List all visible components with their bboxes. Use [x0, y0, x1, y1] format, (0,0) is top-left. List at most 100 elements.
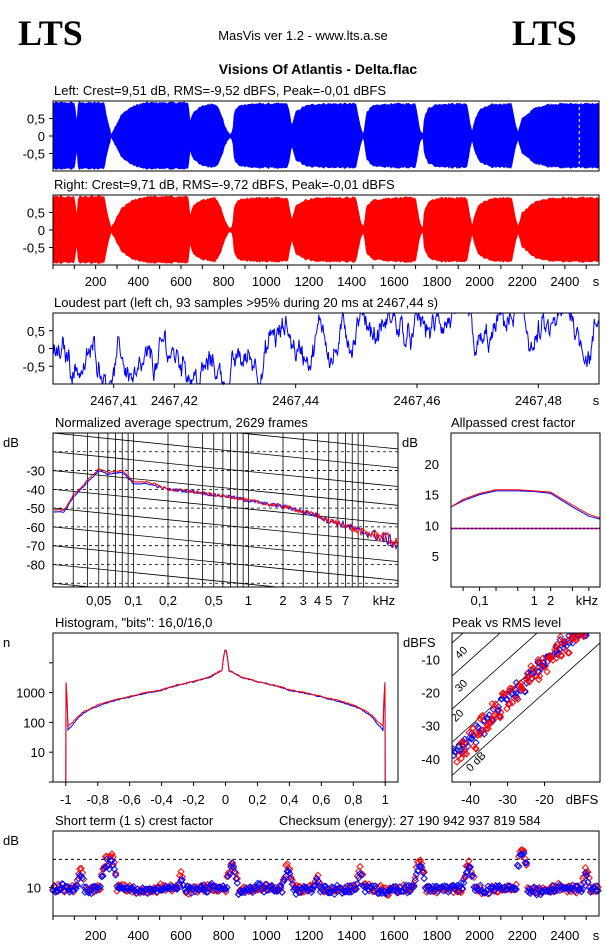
x-axis-label: dBFS: [566, 792, 599, 807]
scatter-point-left: [474, 723, 482, 731]
crest-point-left: [465, 863, 473, 871]
app-title: MasVis ver 1.2 - www.lts.a.se: [218, 28, 388, 43]
scatter-point-right: [551, 646, 559, 654]
spectrum-slope-line: [53, 507, 398, 544]
ytick-label: 0: [38, 342, 45, 357]
crest-point-right: [493, 888, 501, 896]
ytick-label: 0: [38, 223, 45, 238]
crest-point-left: [210, 882, 218, 890]
xtick-label: 0,6: [312, 792, 330, 807]
logo-right: LTS: [512, 13, 577, 53]
xtick-label: 5: [325, 593, 332, 608]
scatter-point-right: [525, 678, 534, 686]
crest-point-left: [241, 888, 249, 897]
crest-point-left: [106, 856, 115, 865]
ytick-label: 0: [38, 129, 45, 144]
crest-point-right: [356, 862, 364, 871]
scatter-point-right: [489, 715, 498, 723]
y-axis-label: dBFS: [403, 635, 436, 650]
plot-frame: [52, 632, 399, 783]
crest-point-left: [316, 888, 325, 896]
left-envelope: [52, 101, 600, 171]
scatter-point-right: [465, 729, 473, 737]
scatter-point-right: [491, 700, 500, 708]
crest-point-left: [397, 887, 405, 896]
crest-point-left: [310, 881, 318, 890]
scatter-point-right: [538, 663, 547, 672]
scatter-point-right: [576, 633, 584, 637]
scatter-point-right: [508, 684, 516, 693]
scatter-point-right: [518, 685, 527, 693]
crest-point-left: [284, 867, 293, 876]
ytick-label: 0,5: [27, 206, 45, 221]
ytick-label: -0,5: [23, 241, 45, 256]
xtick-label: 2467,44: [272, 393, 319, 408]
scatter-point-right: [572, 634, 581, 643]
xtick-label: 1: [245, 593, 252, 608]
spectrum-chart: dB -30 -40 -50 -60 -70 -80 0,05 0,1 0,2 0,5 1 2 3 4 5 7 k…: [3, 432, 399, 608]
xtick-label: 0,4: [280, 792, 298, 807]
crest-point-left: [87, 889, 96, 898]
crest-point-left: [102, 855, 111, 863]
xtick-label: 1800: [422, 928, 451, 943]
crest-point-left: [460, 879, 468, 887]
crest-chart: dB 20 15 10 5 0,1 1 2 kHz: [402, 432, 601, 608]
scatter-point-right: [543, 668, 551, 676]
histogram-title: Histogram, "bits": 16,0/16,0: [55, 615, 212, 630]
xtick-label: 2400: [550, 928, 579, 943]
scatter-point-left: [556, 635, 564, 644]
xtick-label: 1400: [337, 274, 366, 289]
xtick-label: 0,1: [471, 593, 489, 608]
scatter-point-left: [452, 748, 459, 756]
ytick-label: 15: [425, 488, 439, 503]
crest-point-left: [291, 884, 299, 893]
right-waveform-title: Right: Crest=9,71 dB, RMS=-9,72 dBFS, Pe…: [54, 177, 395, 192]
crest-point-left: [97, 872, 106, 881]
crest-point-left: [314, 877, 322, 885]
crest-point-left: [508, 883, 517, 892]
scatter-point-right: [489, 712, 498, 720]
xtick-label: 1200: [294, 274, 323, 289]
crest-point-left: [590, 883, 599, 892]
histogram-series-right: [65, 649, 386, 783]
crest-point-left: [265, 882, 274, 891]
crest-point-left: [285, 869, 294, 878]
ytick-label: -50: [26, 501, 45, 516]
xtick-label: -30: [498, 792, 517, 807]
xtick-label: 0,05: [86, 593, 111, 608]
crest-point-left: [54, 887, 62, 895]
scatter-point-right: [553, 640, 561, 649]
crest-point-left: [238, 888, 247, 897]
crest-point-left: [178, 875, 186, 884]
crest-point-left: [357, 871, 366, 879]
xtick-label: 2: [547, 593, 554, 608]
crest-point-left: [230, 867, 239, 876]
xtick-label: 0,5: [205, 593, 223, 608]
scatter-point-left: [585, 633, 590, 636]
scatter-point-right: [535, 672, 544, 680]
xtick-label: 200: [85, 928, 107, 943]
crest-point-left: [223, 883, 231, 892]
crest-point-left: [73, 881, 82, 890]
crest-point-left: [78, 874, 87, 882]
file-title: Visions Of Atlantis - Delta.flac: [219, 61, 418, 77]
xtick-label: 600: [170, 928, 192, 943]
crest-diagonal: [452, 633, 538, 710]
crest-point-left: [55, 885, 64, 894]
crest-point-left: [422, 882, 431, 891]
xtick-label: 2200: [508, 274, 537, 289]
crest-point-left: [325, 888, 334, 897]
crest-point-left: [71, 882, 79, 891]
crest-point-right: [111, 869, 120, 877]
crest-point-left: [361, 888, 369, 896]
x-unit-label: s: [593, 928, 600, 943]
crest-point-left: [179, 881, 188, 890]
xtick-label: 0,1: [124, 593, 142, 608]
crest-point-left: [520, 849, 528, 857]
xtick-label: 2400: [550, 274, 579, 289]
crest-point-left: [550, 887, 559, 896]
ytick-label: -30: [26, 464, 45, 479]
scatter-point-left: [467, 735, 476, 743]
